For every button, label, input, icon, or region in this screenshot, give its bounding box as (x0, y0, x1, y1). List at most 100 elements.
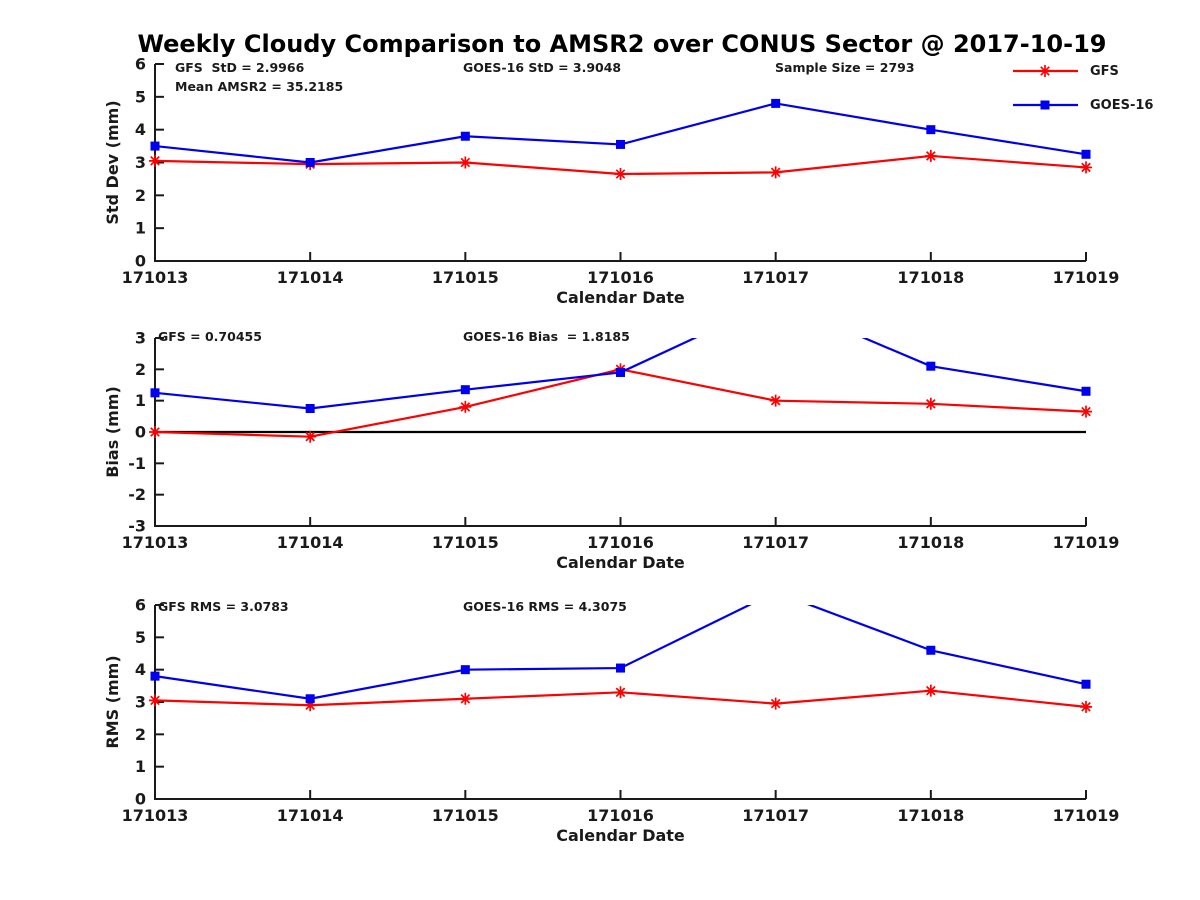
y-tick-label: 0 (135, 423, 146, 442)
asterisk-marker (459, 400, 472, 413)
y-tick-label: 2 (135, 725, 146, 744)
y-tick-label: 5 (135, 87, 146, 106)
legend-item-gfs: GFS (1012, 63, 1197, 79)
square-marker (616, 663, 625, 673)
x-tick-label: 171014 (277, 806, 344, 825)
asterisk-marker (614, 167, 627, 180)
x-tick-label: 171018 (897, 806, 964, 825)
square-marker (150, 388, 160, 398)
legend-label-goes16: GOES-16 (1090, 97, 1154, 113)
y-axis-label: Bias (mm) (103, 386, 122, 478)
square-marker (926, 361, 936, 371)
x-axis-label: Calendar Date (556, 826, 685, 845)
series-goes-16 (150, 98, 1091, 167)
y-tick-label: 3 (135, 329, 146, 348)
goes16-rms-annotation: GOES-16 RMS = 4.3075 (463, 599, 627, 614)
y-tick-label: 0 (135, 252, 146, 271)
asterisk-marker (769, 166, 782, 179)
square-marker (150, 141, 160, 151)
series-line (154, 338, 1087, 410)
goes16-line-marker-icon (1013, 100, 1078, 110)
square-marker (460, 665, 470, 675)
y-tick-label: 3 (135, 693, 146, 712)
square-marker (460, 385, 470, 395)
bias-chart: -3 -2 -1 0 1 2 3 171013 171014 171015 171016 171017… (103, 329, 1119, 573)
mean-amsr2-annotation: Mean AMSR2 = 35.2185 (175, 79, 344, 94)
rms-chart: 0 1 2 3 4 5 6 171013 171014 171015 171016 171017 171… (103, 596, 1120, 846)
series-gfs (149, 684, 1092, 713)
asterisk-marker (149, 426, 161, 438)
square-marker (305, 158, 315, 167)
x-axis-label: Calendar Date (556, 553, 685, 572)
legend-item-goes16: GOES-16 (1012, 97, 1197, 113)
square-marker (616, 367, 625, 377)
x-tick-label: 171013 (122, 806, 189, 825)
legend-label-gfs: GFS (1090, 63, 1119, 79)
asterisk-marker (924, 149, 937, 162)
x-tick-label: 171017 (742, 533, 809, 552)
x-tick-label: 171013 (122, 533, 189, 552)
x-tick-label: 171015 (432, 806, 499, 825)
gfs-line-marker-icon (1013, 65, 1078, 77)
asterisk-marker (459, 692, 472, 705)
y-axis-label: RMS (mm) (103, 655, 122, 748)
y-tick-label: 2 (135, 360, 146, 379)
series-goes-16 (150, 338, 1091, 413)
square-marker (616, 139, 625, 149)
gfs-rms-annotation: GFS RMS = 3.0783 (158, 599, 289, 614)
sample-size-annotation: Sample Size = 2793 (775, 60, 915, 75)
asterisk-marker (1080, 700, 1092, 713)
x-tick-label: 171014 (277, 268, 344, 287)
x-tick-label: 171019 (1053, 268, 1120, 287)
asterisk-marker (924, 684, 937, 697)
y-tick-label: 2 (135, 186, 146, 205)
x-tick-label: 171017 (742, 806, 809, 825)
asterisk-marker (149, 154, 161, 167)
y-tick-label: 1 (135, 391, 146, 410)
x-tick-label: 171013 (122, 268, 189, 287)
chart-title: Weekly Cloudy Comparison to AMSR2 over C… (137, 30, 1107, 58)
x-tick-label: 171016 (587, 268, 654, 287)
stddev-chart: 0 1 2 3 4 5 6 171013 171014 171015 171016 171017 171… (103, 55, 1119, 308)
y-tick-label: 0 (135, 790, 146, 809)
x-tick-label: 171017 (742, 268, 809, 287)
x-tick-label: 171015 (432, 533, 499, 552)
x-tick-label: 171019 (1053, 806, 1120, 825)
y-axis-label: Std Dev (mm) (103, 100, 122, 224)
square-marker (926, 125, 936, 135)
y-tick-label: 3 (135, 153, 146, 172)
y-tick-label: 4 (135, 660, 146, 679)
asterisk-marker (614, 686, 627, 699)
asterisk-marker (769, 697, 782, 710)
goes16-bias-annotation: GOES-16 Bias = 1.8185 (463, 329, 630, 344)
series-line (154, 368, 1087, 438)
asterisk-marker (149, 694, 161, 707)
gfs-bias-annotation: GFS = 0.70455 (158, 329, 262, 344)
x-axis-label: Calendar Date (556, 288, 685, 307)
asterisk-marker (1080, 405, 1092, 418)
legend: GFS GOES-16 (1012, 64, 1197, 132)
asterisk-marker (1080, 161, 1092, 174)
x-tick-label: 171016 (587, 533, 654, 552)
y-tick-label: 6 (135, 596, 146, 615)
series-line (154, 102, 1087, 164)
asterisk-marker (304, 430, 317, 443)
square-marker (305, 694, 315, 704)
asterisk-marker (769, 394, 782, 407)
square-marker (150, 671, 160, 681)
square-marker (1081, 679, 1091, 689)
y-tick-label: 1 (135, 219, 146, 238)
square-marker (1081, 149, 1091, 159)
square-marker (771, 98, 781, 108)
x-tick-label: 171016 (587, 806, 654, 825)
square-marker (926, 645, 936, 655)
x-tick-label: 171018 (897, 533, 964, 552)
y-tick-label: -2 (128, 485, 146, 504)
y-tick-label: -1 (128, 454, 146, 473)
square-marker (305, 404, 315, 413)
y-tick-label: 4 (135, 120, 146, 139)
asterisk-marker (304, 699, 317, 712)
y-tick-label: 1 (135, 757, 146, 776)
